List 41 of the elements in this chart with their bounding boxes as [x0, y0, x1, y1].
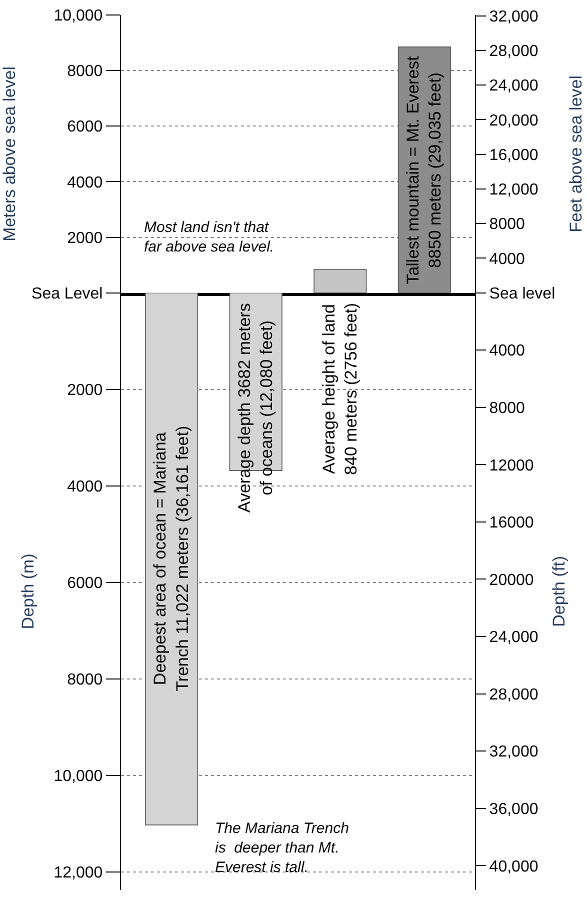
y-tick-label: 6000 — [67, 118, 103, 136]
y2-tick-label: 24,000 — [489, 629, 538, 646]
y-tick-label: 2000 — [67, 230, 103, 247]
y-tick-label: 4000 — [67, 478, 103, 496]
y-tick-label: 10,000 — [54, 8, 103, 25]
y2-tick-label: 12,000 — [489, 182, 538, 199]
y2-tick-label: 28,000 — [489, 43, 538, 60]
y-tick-label: 4000 — [67, 174, 103, 192]
y2-tick-label: 8000 — [489, 216, 525, 234]
y2-tick-label: 4000 — [489, 342, 525, 360]
annotation: The Mariana Trench is deeper than Mt. Everest is tall. — [215, 820, 349, 876]
y-tick-label: 12,000 — [54, 864, 103, 882]
y2-tick-label: 32,000 — [489, 8, 538, 26]
y-axis-title: Meters above sea level — [0, 66, 19, 242]
y2-tick-label: 28,000 — [489, 686, 538, 704]
y2-tick-label: 36,000 — [489, 800, 538, 818]
y-tick-label: 8000 — [67, 672, 103, 689]
data-label: Deepest area of ocean = Mariana Trench 11,022 meters (36,161 feet) — [150, 426, 192, 692]
y2-tick-label: 16,000 — [489, 146, 538, 164]
y2-tick-label: 20000 — [489, 572, 534, 589]
y2-tick-label: 12000 — [489, 457, 534, 474]
y2-tick-label: 32,000 — [489, 744, 538, 761]
y-tick-label: 2000 — [67, 382, 103, 399]
y-tick-label: 10,000 — [54, 768, 103, 786]
y-axis-title: Depth (m) — [18, 554, 38, 630]
y2-tick-label: 24,000 — [489, 78, 538, 95]
data-label: Average depth 3682 meters of oceans (12,080 feet) — [235, 303, 276, 513]
y2-tick-label: 40,000 — [489, 858, 538, 876]
y2-tick-label: 20,000 — [489, 112, 538, 130]
y-tick-label: 8000 — [67, 63, 103, 80]
y-tick-label: Sea Level — [32, 285, 103, 302]
y2-tick-label: 4000 — [489, 250, 525, 268]
y2-tick-label: 8000 — [489, 400, 525, 417]
data-label: Average height of land 840 meters (2756 feet) — [319, 302, 360, 475]
y-tick-label: 6000 — [67, 575, 103, 592]
data-label: Tallest mountain = Mt. Everest 8850 meters (29,035 feet) — [404, 56, 445, 284]
y2-tick-label: 16000 — [489, 514, 534, 532]
annotation: Most land isn't that far above sea level. — [144, 219, 274, 256]
y2-axis-title: Feet above sea level — [566, 75, 586, 232]
y2-axis-title: Depth (ft) — [550, 556, 569, 627]
y2-tick-label: Sea level — [489, 285, 556, 302]
